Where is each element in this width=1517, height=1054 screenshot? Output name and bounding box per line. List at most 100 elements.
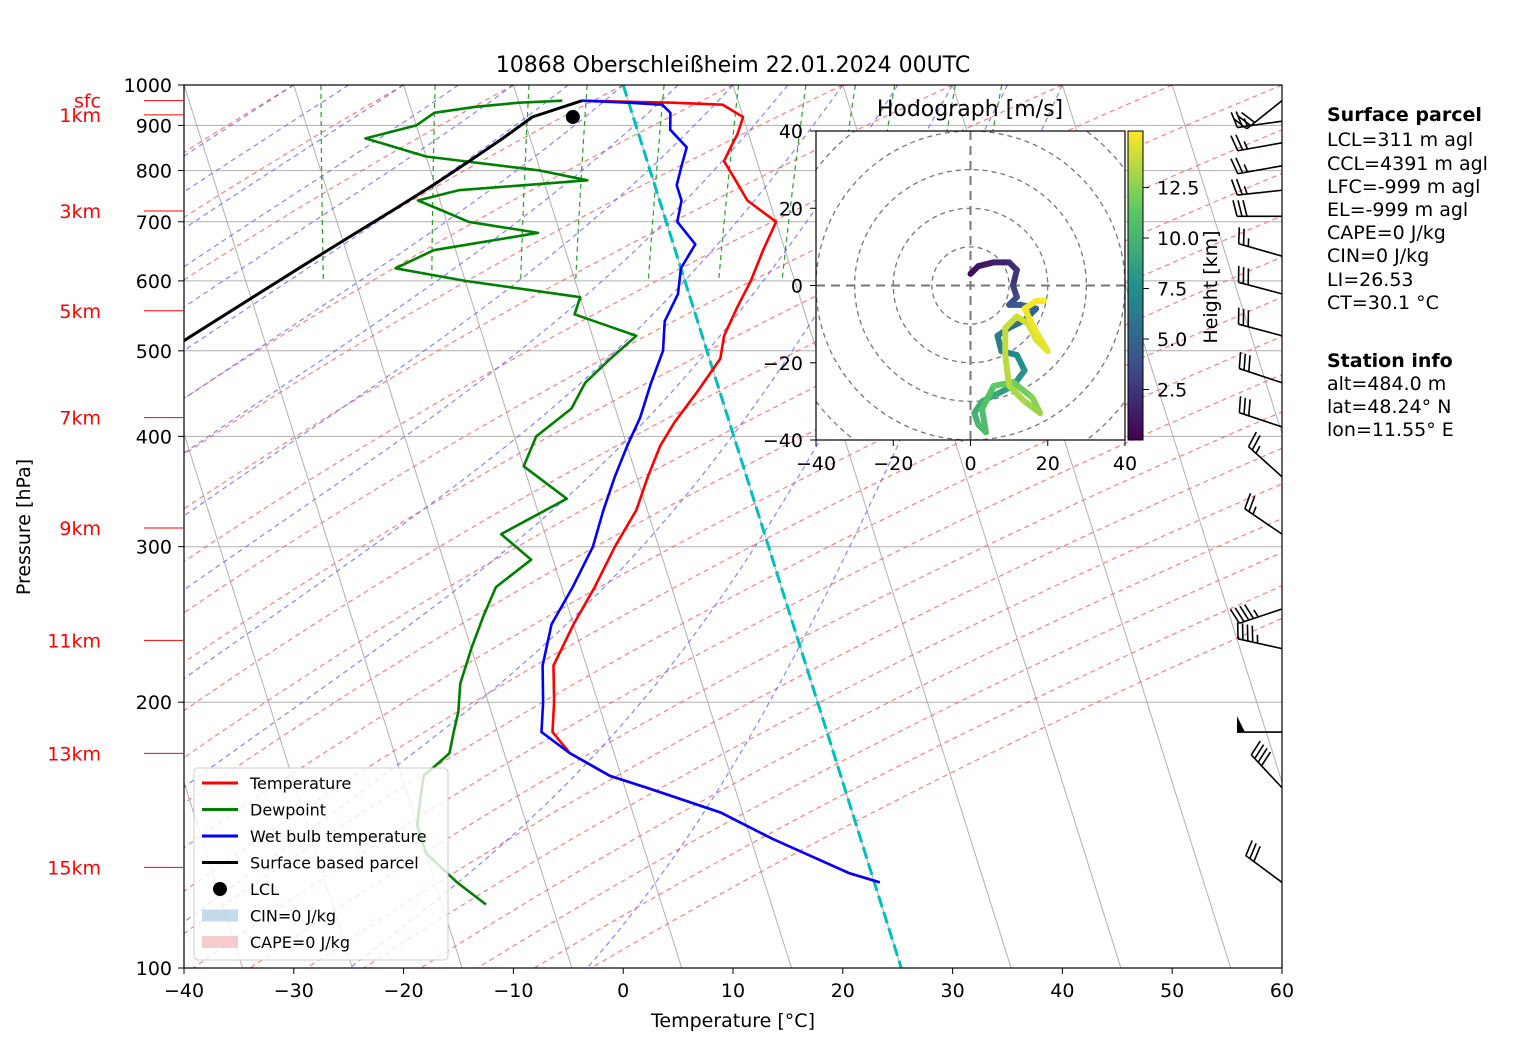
wind-barb-flag <box>1247 355 1251 372</box>
x-tick-label: 40 <box>1050 980 1074 1002</box>
hodograph-segment <box>1033 328 1051 355</box>
wind-barb <box>1230 178 1283 196</box>
hodograph-x-tick-label: 20 <box>1036 453 1060 475</box>
height-label: 13km <box>47 743 101 765</box>
hodograph-inset: Hodograph [m/s] −40−40 −20 −20 0 0 20 20 40 40 2… <box>763 97 1222 475</box>
wind-barb <box>1238 352 1283 384</box>
legend: Temperature Dewpoint Wet bulb temperature S… <box>193 767 449 961</box>
chart-title: 10868 Oberschleißheim 22.01.2024 00UTC <box>496 53 971 78</box>
wind-barb-flag <box>1242 228 1245 246</box>
wind-barb-flag <box>1247 399 1251 416</box>
wind-barb-shaft <box>1237 142 1283 152</box>
hodograph-segment <box>1006 382 1028 405</box>
mixing-ratio-line <box>431 85 436 281</box>
moist-adiabat-line <box>184 85 734 517</box>
hodograph-x-tick-label: 40 <box>1113 453 1137 475</box>
x-tick-label: −10 <box>493 980 533 1002</box>
wind-barb-shaft <box>1239 411 1283 428</box>
wind-barb <box>1237 227 1283 257</box>
isotherm-line <box>732 85 1012 968</box>
wind-barb-flag <box>1243 353 1247 371</box>
legend-swatch-fill <box>202 936 238 948</box>
wind-barb-flag <box>1247 431 1257 448</box>
wind-barb-shaft <box>1245 855 1283 884</box>
height-label: 7km <box>59 408 101 430</box>
wind-barb-flag <box>1260 751 1272 767</box>
wind-barb-shaft <box>1246 100 1283 130</box>
moist-adiabat-line <box>184 85 624 400</box>
wind-barb <box>1232 200 1282 218</box>
x-tick-label: −30 <box>274 980 314 1002</box>
colorbar-tick-label: 10.0 <box>1157 228 1199 250</box>
wind-barb-flag <box>1249 843 1257 859</box>
mixing-ratio-line <box>520 85 530 281</box>
wind-barb-halfflag <box>1243 164 1249 173</box>
wind-barb-pennant <box>1237 716 1245 733</box>
y-tick-label: 400 <box>136 426 172 448</box>
dry-adiabat-line <box>184 256 1282 849</box>
parcel-ccl: CCL=4391 m agl <box>1327 153 1488 175</box>
height-label: 15km <box>47 857 101 879</box>
wind-barb-flag <box>1235 178 1243 195</box>
y-tick-label: 500 <box>136 341 172 363</box>
wind-barb <box>1237 716 1282 733</box>
x-tick-label: 10 <box>721 980 745 1002</box>
wind-barb-flag <box>1241 111 1256 124</box>
hodograph-trace <box>967 259 1051 436</box>
wind-barb-flag <box>1234 607 1245 623</box>
wind-barb-flag <box>1254 744 1265 759</box>
moist-adiabat-line <box>184 85 459 268</box>
dry-adiabat-line <box>184 85 295 154</box>
legend-label: Dewpoint <box>250 801 326 820</box>
wind-barb-flag <box>1251 435 1261 451</box>
moist-adiabat-line <box>184 85 844 680</box>
hodograph-segment <box>1002 352 1013 389</box>
colorbar-tick-label: 5.0 <box>1157 329 1187 351</box>
dry-adiabat-line <box>184 172 1282 759</box>
hodograph-segment <box>979 382 997 413</box>
x-tick-label: −20 <box>384 980 424 1002</box>
x-axis-label: Temperature [°C] <box>650 1010 815 1032</box>
hodograph-segment <box>1009 379 1036 401</box>
wind-barb-halfflag <box>1243 141 1249 150</box>
hodograph-ring <box>931 246 1010 325</box>
surface-parcel-heading: Surface parcel <box>1327 104 1482 126</box>
wind-barb-flag <box>1233 118 1248 130</box>
y-tick-label: 100 <box>136 958 172 980</box>
wind-barb-shaft <box>1237 638 1283 650</box>
wind-barb-flag <box>1242 200 1248 217</box>
hodograph-x-tick-label: 0 <box>964 453 976 475</box>
wind-barb-flag <box>1230 135 1239 152</box>
legend-label: Temperature <box>249 774 351 793</box>
wind-barb-shaft <box>1238 323 1283 337</box>
legend-swatch-dot <box>213 882 227 896</box>
wind-barb <box>1233 100 1283 130</box>
wind-barb-shaft <box>1239 608 1283 625</box>
x-tick-label: 50 <box>1160 980 1184 1002</box>
isotherm-line <box>403 85 683 968</box>
legend-label: Wet bulb temperature <box>250 827 427 846</box>
dry-adiabat-line <box>184 85 1282 664</box>
parcel-lcl: LCL=311 m agl <box>1327 129 1473 151</box>
height-label: 5km <box>59 301 101 323</box>
hodograph-rings <box>816 131 1125 440</box>
height-label: 1km <box>59 105 101 127</box>
wind-barb-flag <box>1244 493 1252 510</box>
wind-barb <box>1250 740 1283 789</box>
parcel-cin: CIN=0 J/kg <box>1327 245 1429 267</box>
parcel-el: EL=-999 m agl <box>1327 199 1468 221</box>
wind-barb-shaft <box>1238 243 1283 257</box>
colorbar <box>1127 130 1144 441</box>
parcel-ct: CT=30.1 °C <box>1327 292 1439 314</box>
x-tick-label: −40 <box>164 980 204 1002</box>
wind-barb <box>1230 157 1283 175</box>
dry-adiabat-line <box>420 517 1282 968</box>
station-lon: lon=11.55° E <box>1327 419 1454 441</box>
wind-barb-halfflag <box>1255 445 1261 454</box>
moist-adiabat-line <box>184 85 679 454</box>
wind-barb-flag <box>1235 157 1244 174</box>
mixing-ratio-line <box>647 85 665 281</box>
wind-barb-shaft <box>1250 754 1283 789</box>
dry-adiabat-line <box>193 373 1282 968</box>
